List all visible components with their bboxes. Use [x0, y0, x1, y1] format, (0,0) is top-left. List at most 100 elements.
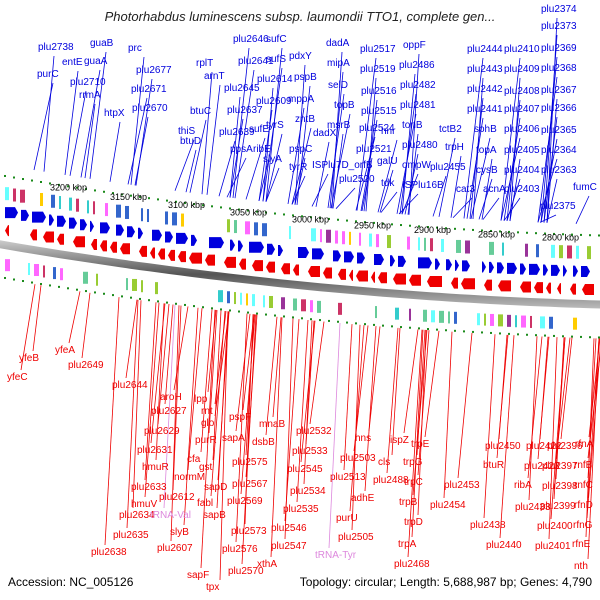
gene-label-top[interactable]: mipA: [327, 58, 350, 69]
reverse-gene-arrow[interactable]: [461, 278, 475, 290]
gene-label-bottom[interactable]: trpB: [399, 497, 418, 508]
gene-label-top[interactable]: plu2516: [361, 86, 397, 97]
gene-label-top[interactable]: plu2407: [504, 104, 540, 115]
gene-label-bottom[interactable]: xthA: [257, 559, 277, 570]
gene-label-top[interactable]: plu2517: [360, 44, 396, 55]
gene-label-bottom[interactable]: trpG: [403, 457, 423, 468]
gene-label-bottom[interactable]: trpE: [411, 439, 430, 450]
reverse-gene-arrow[interactable]: [338, 268, 346, 280]
forward-gene-arrow[interactable]: [230, 239, 235, 251]
forward-gene-arrow[interactable]: [127, 226, 135, 238]
gene-label-top[interactable]: dadA: [326, 38, 350, 49]
gene-label-bottom[interactable]: hns: [355, 433, 371, 444]
gene-label-top[interactable]: plu2521: [356, 144, 392, 155]
reverse-gene-arrow[interactable]: [178, 251, 186, 263]
gene-label-bottom[interactable]: tpx: [206, 582, 219, 593]
forward-gene-arrow[interactable]: [5, 207, 18, 219]
reverse-gene-arrow[interactable]: [189, 252, 202, 264]
forward-gene-arrow[interactable]: [543, 264, 548, 276]
gene-label-top[interactable]: cysB: [476, 165, 498, 176]
gene-label-top[interactable]: plu2375: [540, 201, 576, 212]
gene-label-top[interactable]: plu2444: [467, 44, 503, 55]
gene-label-top[interactable]: rplT: [196, 58, 213, 69]
gene-label-top[interactable]: ISPlu16B: [402, 180, 444, 191]
gene-label-bottom[interactable]: dsbB: [252, 437, 275, 448]
reverse-gene-arrow[interactable]: [5, 225, 9, 237]
gene-label-bottom[interactable]: tRNA-Tyr: [315, 550, 357, 561]
gene-label-top[interactable]: ISPlu7D_orfB: [312, 160, 373, 171]
gene-label-top[interactable]: acnA: [483, 184, 506, 195]
gene-label-bottom[interactable]: sapF: [187, 570, 209, 581]
gene-label-top[interactable]: ompW: [402, 160, 431, 171]
reverse-gene-arrow[interactable]: [150, 247, 155, 259]
forward-gene-arrow[interactable]: [497, 262, 504, 274]
forward-gene-arrow[interactable]: [176, 232, 188, 244]
gene-label-top[interactable]: topA: [476, 145, 497, 156]
gene-label-top[interactable]: plu2637: [227, 105, 263, 116]
gene-label-top[interactable]: topB: [334, 100, 355, 111]
gene-label-bottom[interactable]: plu2635: [113, 530, 149, 541]
reverse-gene-arrow[interactable]: [293, 264, 299, 276]
gene-label-bottom[interactable]: sapA: [222, 433, 245, 444]
gene-label-top[interactable]: ribE: [253, 144, 271, 155]
gene-label-bottom[interactable]: rnt: [201, 406, 213, 417]
gene-label-top[interactable]: sufE: [249, 124, 269, 135]
gene-label-top[interactable]: ppsA: [230, 144, 253, 155]
gene-label-bottom[interactable]: plu2400: [537, 521, 573, 532]
reverse-gene-arrow[interactable]: [205, 254, 215, 266]
gene-label-bottom[interactable]: plu2453: [444, 480, 480, 491]
gene-label-top[interactable]: sufC: [266, 34, 287, 45]
forward-gene-arrow[interactable]: [209, 237, 224, 249]
gene-label-top[interactable]: tyrS: [266, 120, 284, 131]
forward-gene-arrow[interactable]: [238, 240, 243, 252]
gene-label-bottom[interactable]: ribA: [514, 480, 532, 491]
gene-label-top[interactable]: tctB2: [439, 124, 462, 135]
gene-label-bottom[interactable]: yfeC: [7, 372, 28, 383]
gene-label-bottom[interactable]: purR: [195, 435, 217, 446]
forward-gene-arrow[interactable]: [581, 265, 590, 277]
gene-label-top[interactable]: zntB: [295, 114, 315, 125]
forward-gene-arrow[interactable]: [312, 248, 324, 260]
forward-gene-arrow[interactable]: [333, 250, 341, 262]
gene-label-bottom[interactable]: plu2488: [373, 475, 409, 486]
gene-label-bottom[interactable]: plu2534: [290, 486, 326, 497]
reverse-gene-arrow[interactable]: [57, 233, 64, 245]
forward-gene-arrow[interactable]: [418, 257, 432, 269]
reverse-gene-arrow[interactable]: [378, 272, 387, 284]
gene-label-top[interactable]: dadX: [313, 128, 337, 139]
gene-label-bottom[interactable]: plu2505: [338, 532, 374, 543]
gene-label-top[interactable]: tyrR: [289, 162, 307, 173]
forward-gene-arrow[interactable]: [49, 214, 54, 226]
gene-label-bottom[interactable]: plu2399: [540, 501, 576, 512]
gene-label-top[interactable]: hnr: [381, 126, 396, 137]
gene-label-top[interactable]: purC: [37, 69, 59, 80]
forward-gene-arrow[interactable]: [21, 209, 29, 221]
gene-label-top[interactable]: plu2645: [224, 83, 260, 94]
forward-gene-arrow[interactable]: [69, 217, 77, 229]
forward-gene-arrow[interactable]: [462, 260, 470, 272]
gene-label-bottom[interactable]: plu2468: [394, 559, 430, 570]
gene-label-top[interactable]: pspB: [294, 72, 317, 83]
gene-label-top[interactable]: tdk: [381, 178, 395, 189]
gene-label-bottom[interactable]: plu2570: [228, 566, 264, 577]
reverse-gene-arrow[interactable]: [91, 238, 97, 250]
forward-gene-arrow[interactable]: [57, 215, 66, 227]
gene-label-top[interactable]: plu2646: [233, 34, 269, 45]
forward-gene-arrow[interactable]: [398, 255, 406, 267]
gene-label-top[interactable]: plu2482: [400, 80, 436, 91]
gene-label-top[interactable]: pdxY: [289, 51, 312, 62]
forward-gene-arrow[interactable]: [298, 247, 309, 259]
forward-gene-arrow[interactable]: [446, 259, 452, 271]
forward-gene-arrow[interactable]: [278, 244, 283, 256]
reverse-gene-arrow[interactable]: [356, 270, 368, 282]
gene-label-bottom[interactable]: hmuR: [142, 462, 169, 473]
gene-label-top[interactable]: plu2639: [219, 127, 255, 138]
gene-label-bottom[interactable]: plu2513: [330, 472, 366, 483]
gene-label-bottom[interactable]: cls: [378, 457, 390, 468]
gene-label-bottom[interactable]: plu2545: [287, 464, 323, 475]
forward-gene-arrow[interactable]: [357, 252, 365, 264]
gene-label-top[interactable]: plu2363: [541, 165, 577, 176]
reverse-gene-arrow[interactable]: [534, 282, 543, 294]
reverse-gene-arrow[interactable]: [427, 276, 442, 288]
gene-label-bottom[interactable]: plu2438: [470, 520, 506, 531]
